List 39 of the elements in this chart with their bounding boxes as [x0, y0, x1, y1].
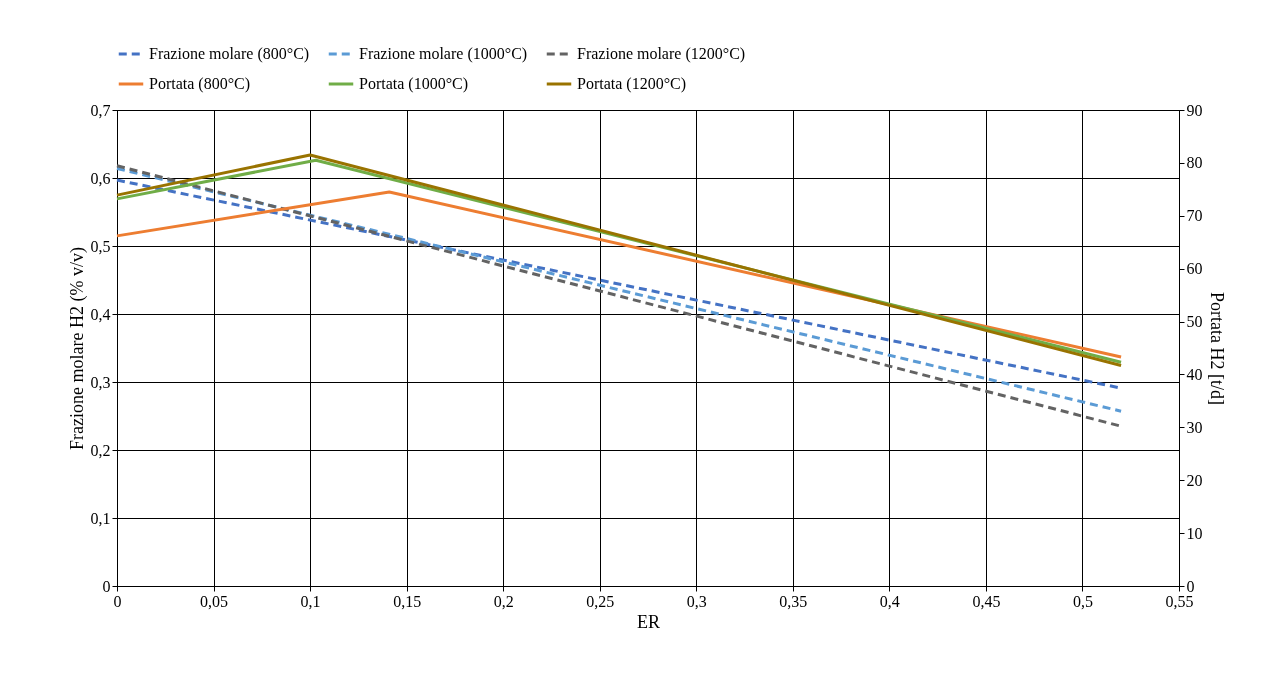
- x-tick-label: 0,25: [586, 592, 615, 610]
- y-tick-label: 0,5: [90, 237, 111, 255]
- y-axis-title: Frazione molare H2 (% v/v): [66, 247, 88, 450]
- x-tick-label: 0,15: [393, 592, 422, 610]
- y2-axis-title: Portata H2 [t/d]: [1206, 292, 1227, 405]
- y2-tick-label: 20: [1186, 471, 1203, 489]
- x-axis-title: ER: [636, 611, 661, 632]
- y-tick-label: 0,7: [90, 101, 111, 119]
- y2-tick-label: 0: [1186, 577, 1195, 595]
- y2-tick-label: 30: [1186, 418, 1203, 436]
- y-tick-label: 0,6: [90, 169, 111, 187]
- y-tick-label: 0,1: [90, 509, 111, 527]
- x-tick-label: 0,45: [972, 592, 1001, 610]
- legend-label: Portata (800°C): [149, 75, 251, 93]
- x-tick-label: 0,4: [879, 592, 900, 610]
- y2-tick-label: 60: [1186, 260, 1203, 278]
- x-tick-label: 0,55: [1165, 592, 1194, 610]
- x-tick-label: 0,35: [779, 592, 808, 610]
- legend-label: Frazione molare (800°C): [149, 45, 310, 63]
- legend-label: Portata (1000°C): [359, 75, 469, 93]
- y-tick-label: 0: [102, 577, 111, 595]
- legend-label: Frazione molare (1200°C): [577, 45, 746, 63]
- y-tick-label: 0,2: [90, 441, 111, 459]
- y2-tick-label: 80: [1186, 154, 1203, 172]
- x-tick-label: 0,05: [200, 592, 229, 610]
- x-tick-label: 0,5: [1072, 592, 1093, 610]
- x-tick-label: 0,1: [300, 592, 321, 610]
- y2-tick-label: 90: [1186, 101, 1203, 119]
- x-tick-label: 0,3: [686, 592, 707, 610]
- x-tick-label: 0: [113, 592, 122, 610]
- y2-tick-label: 10: [1186, 524, 1203, 542]
- legend-label: Portata (1200°C): [577, 75, 687, 93]
- y-tick-label: 0,4: [90, 305, 111, 323]
- y2-tick-label: 40: [1186, 365, 1203, 383]
- legend-label: Frazione molare (1000°C): [359, 45, 528, 63]
- x-tick-label: 0,2: [493, 592, 514, 610]
- y2-tick-label: 50: [1186, 313, 1203, 331]
- y2-tick-label: 70: [1186, 207, 1203, 225]
- y-tick-label: 0,3: [90, 373, 111, 391]
